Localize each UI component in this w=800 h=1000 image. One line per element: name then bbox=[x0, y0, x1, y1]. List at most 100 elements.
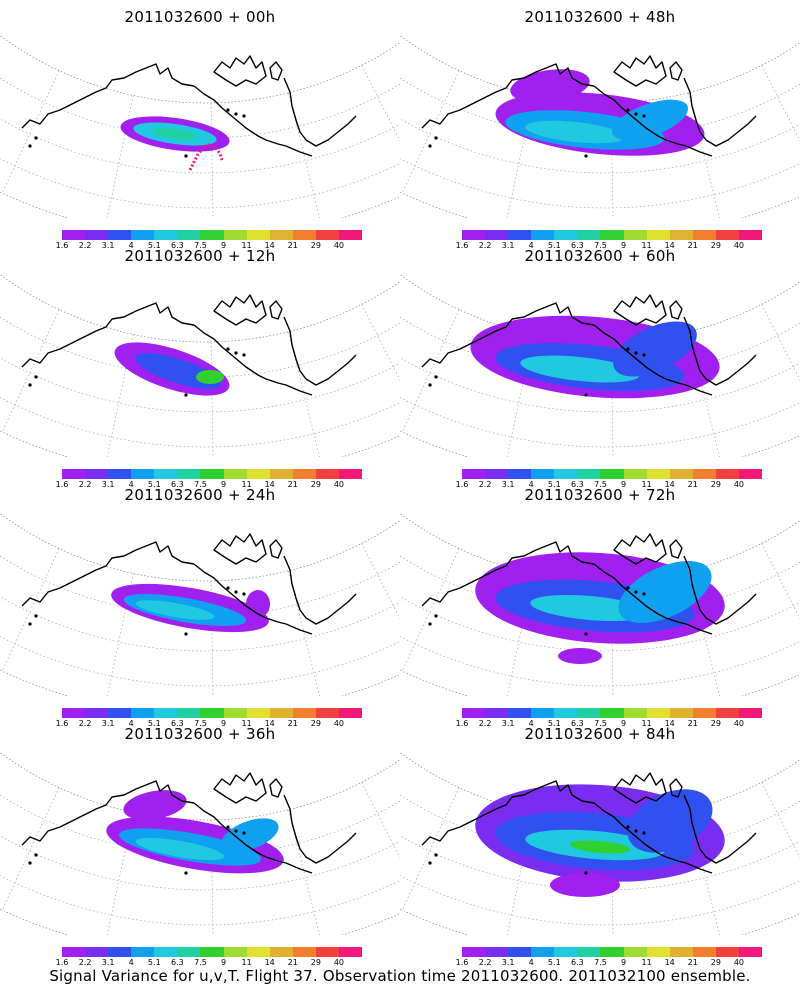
island-marker bbox=[584, 393, 588, 397]
latitude-gridline bbox=[400, 118, 800, 174]
island-marker bbox=[634, 829, 638, 833]
colorbar-tick-label: 6.3 bbox=[571, 958, 584, 967]
colorbar-swatch bbox=[508, 469, 532, 479]
colorbar-tick-label: 3.1 bbox=[101, 719, 115, 728]
colorbar-swatch bbox=[646, 708, 670, 718]
colorbar-swatch bbox=[269, 469, 293, 479]
island-marker bbox=[226, 108, 230, 112]
colorbar-tick-label: 21 bbox=[687, 719, 698, 728]
variance-field bbox=[114, 342, 230, 396]
colorbar-swatch bbox=[315, 230, 339, 240]
colorbar-swatch bbox=[292, 230, 316, 240]
latitude-gridline bbox=[400, 158, 800, 209]
colorbar-tick-label: 1.6 bbox=[455, 719, 469, 728]
island-marker bbox=[34, 853, 38, 857]
colorbar-tick-label: 14 bbox=[264, 241, 275, 250]
meridian-gridline bbox=[761, 782, 800, 859]
coastline-asia bbox=[421, 63, 595, 129]
island-marker bbox=[226, 586, 230, 590]
coastline-north-america bbox=[683, 77, 757, 147]
colorbar-swatch bbox=[462, 708, 486, 718]
colorbar-tick-label: 5.1 bbox=[547, 241, 561, 250]
meridian-gridline bbox=[288, 809, 321, 935]
island-marker bbox=[234, 112, 238, 116]
island-marker bbox=[428, 861, 432, 865]
colorbar-swatch bbox=[623, 469, 647, 479]
colorbar-tick-label: 1.6 bbox=[55, 241, 69, 250]
map-plot bbox=[400, 513, 800, 696]
coastline-asia bbox=[421, 541, 595, 607]
variance-contour bbox=[558, 648, 602, 664]
colorbar-tick-label: 40 bbox=[333, 241, 345, 250]
colorbar-swatch bbox=[669, 230, 693, 240]
colorbar-tick-label: 6.3 bbox=[171, 241, 184, 250]
colorbar-tick-label: 21 bbox=[287, 241, 298, 250]
variance-contour bbox=[123, 790, 187, 820]
colorbar-swatch bbox=[669, 469, 693, 479]
colorbar-swatch bbox=[154, 469, 178, 479]
colorbar-tick-label: 7.5 bbox=[194, 719, 207, 728]
meridian-gridline bbox=[610, 102, 614, 218]
colorbar-swatch bbox=[600, 708, 624, 718]
meridian-gridline bbox=[106, 334, 134, 457]
colorbar-tick-label: 6.3 bbox=[571, 719, 584, 728]
colorbar-tick-label: 4 bbox=[128, 241, 134, 250]
colorbar-swatch bbox=[485, 230, 509, 240]
colorbar-swatch bbox=[223, 469, 247, 479]
colorbar-tick-label: 5.1 bbox=[147, 241, 161, 250]
colorbar-tick-label: 21 bbox=[687, 241, 698, 250]
colorbar-tick-label: 4 bbox=[528, 241, 534, 250]
colorbar-tick-label: 40 bbox=[733, 480, 745, 489]
colorbar-swatch bbox=[692, 708, 716, 718]
island-marker bbox=[434, 136, 438, 140]
meridian-gridline bbox=[361, 782, 400, 859]
colorbar-swatch bbox=[738, 469, 763, 479]
colorbar-swatch bbox=[338, 947, 363, 957]
colorbar-swatch bbox=[200, 708, 224, 718]
colorbar-tick-label: 6.3 bbox=[571, 480, 584, 489]
coastline-arctic-islands bbox=[213, 533, 267, 565]
colorbar-tick-label: 40 bbox=[733, 719, 745, 728]
coastline-arctic-islands bbox=[213, 772, 267, 804]
colorbar-ticks: 1.6 2.2 3.1 4 5.1 6.3 7.5 9 11 14 21 29 40 bbox=[56, 480, 362, 492]
colorbar-swatch bbox=[85, 469, 109, 479]
colorbar-swatch bbox=[462, 469, 486, 479]
colorbar-swatch bbox=[246, 947, 270, 957]
island-marker bbox=[584, 632, 588, 636]
map-panel-36h: 2011032600 + 36h 1.6 2.2 3.1 4 5.1 6.3 7.5 9 11 1… bbox=[0, 725, 400, 967]
colorbar-swatch bbox=[485, 947, 509, 957]
colorbar-swatch bbox=[269, 708, 293, 718]
colorbar-tick-label: 1.6 bbox=[455, 958, 469, 967]
colorbar-swatch bbox=[600, 469, 624, 479]
colorbar-swatch bbox=[715, 230, 739, 240]
colorbar-swatch bbox=[108, 947, 132, 957]
variance-contour bbox=[570, 840, 630, 854]
coastline-asia bbox=[21, 63, 195, 129]
colorbar-swatch bbox=[108, 230, 132, 240]
island-marker bbox=[234, 351, 238, 355]
colorbar-tick-label: 21 bbox=[687, 958, 698, 967]
variance-contour bbox=[612, 99, 688, 141]
coastline-arctic-islands bbox=[213, 55, 267, 87]
island-marker bbox=[34, 136, 38, 140]
variance-contour bbox=[246, 590, 270, 618]
colorbar-tick-label: 2.2 bbox=[78, 241, 92, 250]
colorbar bbox=[62, 230, 363, 240]
colorbar-tick-label: 40 bbox=[733, 958, 745, 967]
colorbar-tick-label: 3.1 bbox=[501, 719, 515, 728]
colorbar-ticks: 1.6 2.2 3.1 4 5.1 6.3 7.5 9 11 14 21 29 40 bbox=[456, 958, 762, 970]
colorbar-tick-label: 2.2 bbox=[78, 719, 92, 728]
colorbar-ticks: 1.6 2.2 3.1 4 5.1 6.3 7.5 9 11 14 21 29 40 bbox=[56, 719, 362, 731]
latitude-gridline bbox=[0, 77, 400, 139]
colorbar-swatch bbox=[646, 230, 670, 240]
colorbar-swatch bbox=[531, 469, 555, 479]
colorbar-tick-label: 3.1 bbox=[101, 958, 115, 967]
colorbar-swatch bbox=[738, 947, 763, 957]
colorbar-tick-label: 21 bbox=[287, 480, 298, 489]
variance-field bbox=[120, 116, 230, 171]
colorbar-swatch bbox=[577, 230, 601, 240]
colorbar-tick-label: 1.6 bbox=[55, 958, 69, 967]
colorbar-tick-label: 7.5 bbox=[594, 958, 607, 967]
colorbar-tick-label: 4 bbox=[528, 480, 534, 489]
colorbar-tick-label: 21 bbox=[287, 958, 298, 967]
